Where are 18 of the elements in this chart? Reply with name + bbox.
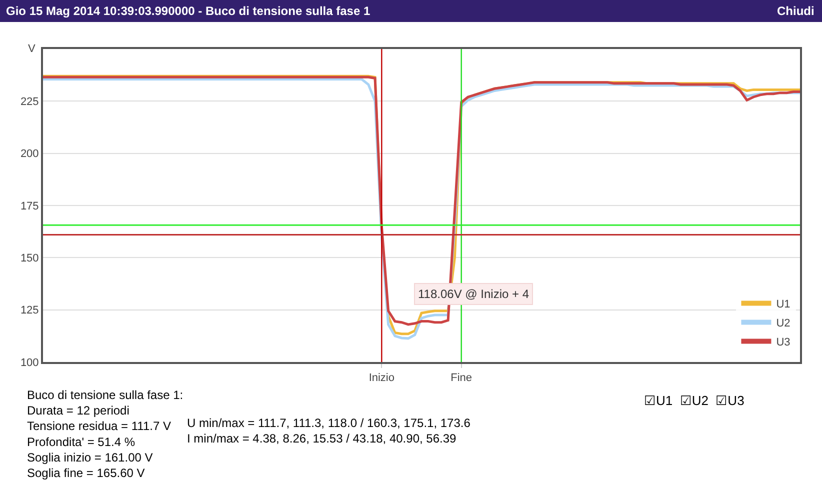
- y-tick-label: 225: [20, 96, 39, 108]
- text: ☑U1 ☑U2 ☑U3: [644, 393, 744, 408]
- y-tick-label: 200: [20, 148, 39, 160]
- annotation: 118.06V @ Inizio + 4: [418, 287, 530, 301]
- x-tick-label: Fine: [450, 372, 472, 384]
- y-tick-label: 125: [20, 304, 39, 317]
- legend-label: U1: [776, 298, 790, 311]
- y-tick-label: 100: [20, 356, 39, 369]
- text: U min/max = 111.7, 111.3, 118.0 / 160.3, 175.1, 173.6 I min/max = 4.38, 8.26, 15.53 / 43.18, 40.90, 56.39: [187, 416, 471, 446]
- y-tick-label: 175: [20, 200, 39, 212]
- x-tick-label: Inizio: [368, 372, 395, 384]
- text: Buco di tensione sulla fase 1: Durata = 12 periodi Tensione residua = 111.7 V Profondita' = 51.4 % Soglia inizio = 161.00 V Soglia fine = 165.60 V: [27, 388, 184, 480]
- legend-label: U2: [776, 318, 790, 330]
- y-axis-title: V: [28, 43, 36, 55]
- text: Chiudi: [777, 4, 814, 18]
- chart-title: Gio 15 Mag 2014 10:39:03.990000 - Buco di tensione sulla fase 1: [6, 4, 370, 18]
- legend-label: U3: [776, 336, 790, 349]
- y-tick-label: 150: [20, 252, 39, 265]
